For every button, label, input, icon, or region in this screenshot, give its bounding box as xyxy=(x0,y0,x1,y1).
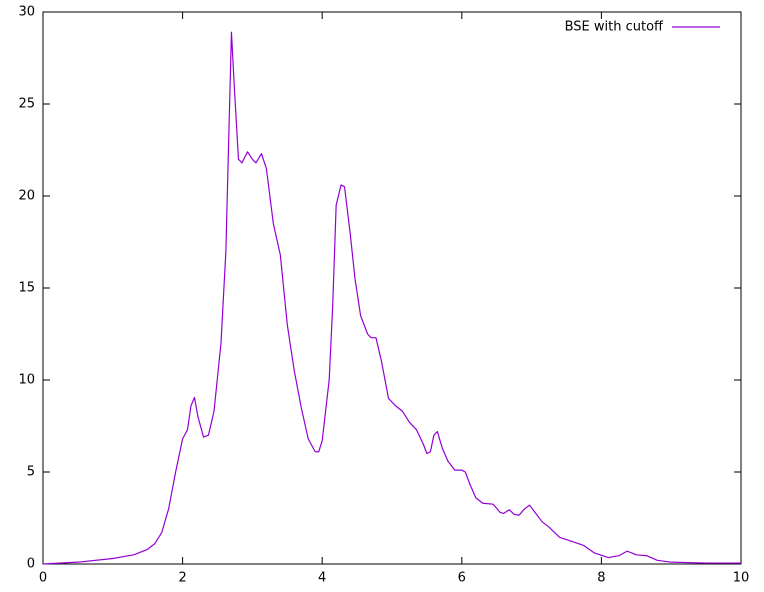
plot-border xyxy=(42,11,742,565)
data-line xyxy=(42,31,741,565)
x-tick-label: 10 xyxy=(733,571,750,586)
y-tick-label: 25 xyxy=(18,97,35,112)
legend-label: BSE with cutoff xyxy=(565,20,664,35)
y-tick-label: 20 xyxy=(18,189,35,204)
y-tick-label: 5 xyxy=(27,465,35,480)
x-tick-label: 0 xyxy=(39,571,47,586)
y-tick-label: 0 xyxy=(27,557,35,572)
x-tick-label: 8 xyxy=(597,571,605,586)
y-tick-label: 15 xyxy=(18,281,35,296)
x-tick-label: 4 xyxy=(318,571,326,586)
y-tick-label: 30 xyxy=(18,5,35,20)
x-tick-label: 2 xyxy=(178,571,186,586)
x-tick-label: 6 xyxy=(458,571,466,586)
y-tick-label: 10 xyxy=(18,373,35,388)
